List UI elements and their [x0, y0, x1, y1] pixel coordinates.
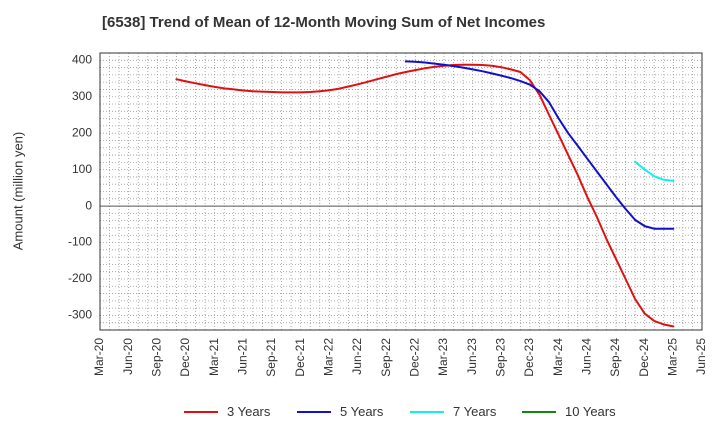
y-tick-label: 200 [72, 125, 92, 139]
x-tick-label: Mar-21 [207, 338, 221, 376]
legend-swatch [184, 410, 218, 413]
series-lines [175, 60, 675, 328]
x-tick-label: Sep-20 [150, 338, 164, 377]
legend-swatch [410, 410, 444, 413]
x-tick-label: Dec-21 [293, 338, 307, 377]
x-tick-label: Sep-22 [379, 338, 393, 377]
legend-item-10-years: 10 Years [522, 404, 616, 419]
x-tick-label: Mar-20 [92, 338, 106, 376]
chart-title: [6538] Trend of Mean of 12-Month Moving … [102, 14, 546, 31]
x-tick-label: Dec-22 [408, 338, 422, 377]
x-tick-labels: Mar-20 Jun-20 Sep-20 Dec-20 Mar-21 Jun-21 Sep-… [92, 338, 708, 377]
legend-label: 3 Years [227, 404, 271, 419]
x-tick-label: Sep-24 [608, 338, 622, 377]
x-tick-label: Sep-23 [494, 338, 508, 377]
legend-label: 7 Years [453, 404, 497, 419]
x-tick-label: Jun-23 [465, 338, 479, 375]
x-tick-label: Dec-23 [522, 338, 536, 377]
legend-swatch [522, 410, 556, 413]
x-tick-label: Dec-20 [178, 338, 192, 377]
legend: 3 Years 5 Years 7 Years 10 Years [0, 404, 720, 426]
x-tick-label: Dec-24 [637, 338, 651, 377]
x-tick-label: Sep-21 [264, 338, 278, 377]
y-tick-label: 400 [72, 52, 92, 66]
x-tick-label: Jun-22 [350, 338, 364, 375]
x-tick-label: Jun-21 [236, 338, 250, 375]
legend-label: 5 Years [340, 404, 384, 419]
legend-swatch [297, 410, 331, 413]
legend-item-3-years: 3 Years [184, 404, 270, 419]
y-tick-label: -200 [68, 271, 92, 285]
x-tick-label: Mar-22 [322, 338, 336, 376]
x-tick-label: Jun-25 [694, 338, 708, 375]
y-tick-label: -100 [68, 235, 92, 249]
grid-lines [100, 53, 702, 330]
y-axis-label: Amount (million yen) [10, 132, 25, 251]
x-tick-label: Mar-25 [666, 338, 680, 376]
plot-border [99, 52, 703, 331]
y-tick-label: 300 [72, 89, 92, 103]
x-tick-label: Jun-20 [121, 338, 135, 375]
series-line-7-years [634, 160, 675, 182]
legend-item-5-years: 5 Years [297, 404, 383, 419]
x-tick-label: Mar-24 [551, 338, 565, 376]
y-tick-label: -300 [68, 308, 92, 322]
y-tick-label: 100 [72, 162, 92, 176]
x-tick-label: Mar-23 [436, 338, 450, 376]
series-line-5-years [404, 60, 675, 230]
legend-label: 10 Years [565, 404, 616, 419]
y-tick-label: 0 [85, 198, 92, 212]
series-line-3-years [175, 63, 675, 328]
x-tick-label: Jun-24 [580, 338, 594, 375]
y-tick-labels: 400 300 200 100 0 -100 -200 -300 [68, 52, 92, 321]
legend-item-7-years: 7 Years [410, 404, 496, 419]
